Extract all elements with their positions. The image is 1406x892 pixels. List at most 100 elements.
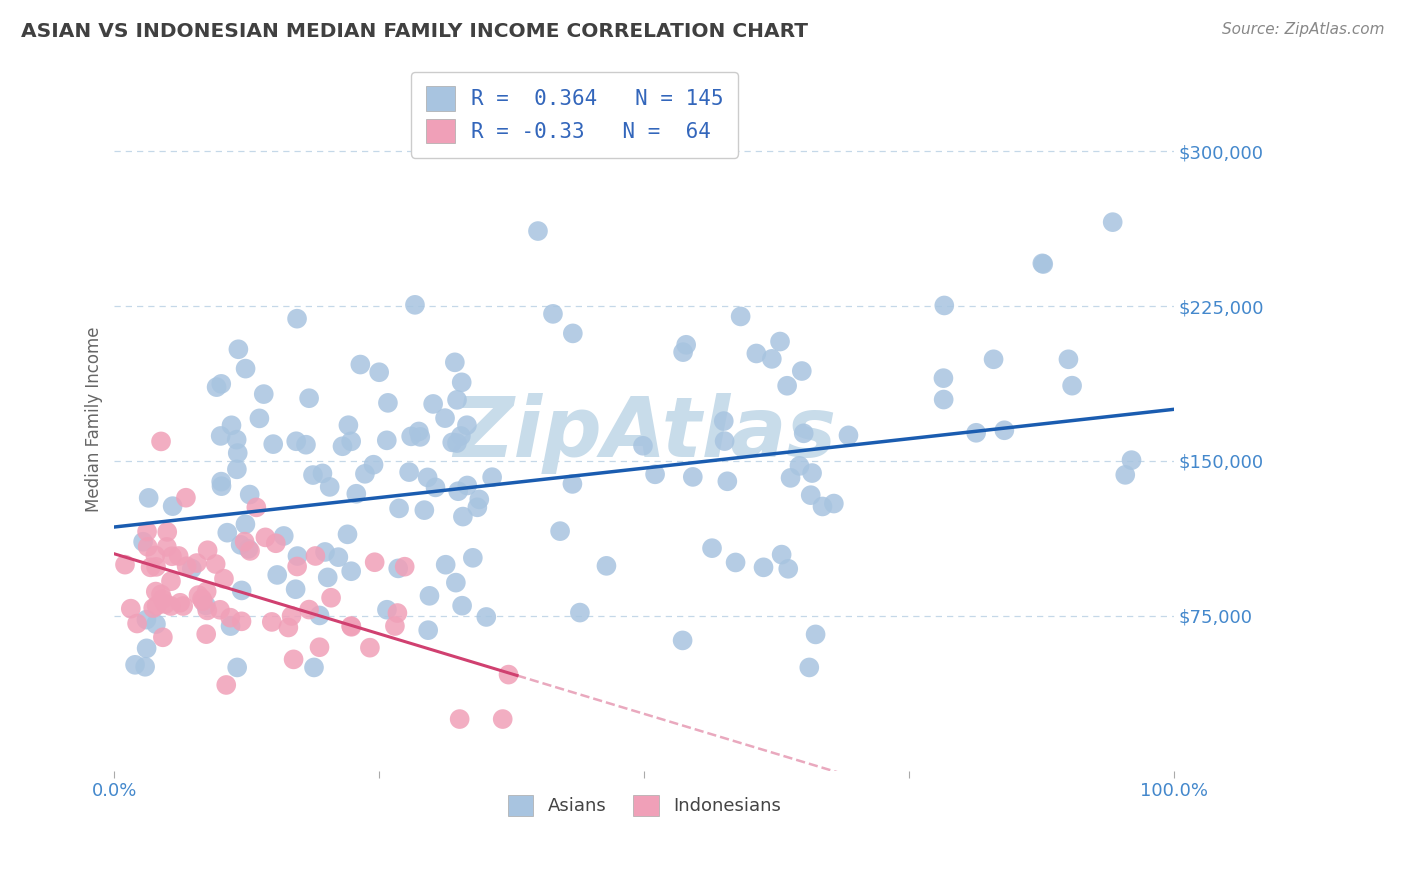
Point [233,534,256,549]
Point [311,467,333,481]
Point [408,425,430,439]
Point [264,536,287,550]
Point [145,560,167,574]
Point [136,540,159,554]
Point [285,559,308,574]
Point [1031,256,1053,270]
Point [225,462,247,476]
Point [283,652,305,666]
Point [239,544,262,558]
Point [167,549,190,563]
Point [434,411,457,425]
Point [983,352,1005,367]
Point [176,559,198,574]
Y-axis label: Median Family Income: Median Family Income [86,326,103,512]
Point [672,345,695,359]
Point [285,311,308,326]
Point [789,458,811,473]
Point [965,425,987,440]
Point [823,497,845,511]
Point [404,298,426,312]
Point [247,411,270,425]
Point [446,436,468,450]
Point [302,468,325,483]
Point [295,438,318,452]
Point [145,584,167,599]
Point [285,434,308,449]
Point [319,591,342,605]
Point [375,434,398,448]
Point [156,524,179,539]
Point [456,418,478,433]
Point [332,439,354,453]
Point [790,364,813,378]
Point [209,429,232,443]
Point [450,429,472,443]
Point [212,572,235,586]
Point [418,589,440,603]
Point [468,492,491,507]
Point [132,534,155,549]
Point [114,558,136,572]
Point [191,594,214,608]
Point [1057,352,1080,367]
Point [932,392,955,407]
Point [349,358,371,372]
Point [354,467,377,481]
Point [340,620,363,634]
Point [195,584,218,599]
Point [186,556,208,570]
Point [375,603,398,617]
Point [150,587,173,601]
Point [752,560,775,574]
Point [238,541,260,556]
Point [231,615,253,629]
Point [226,446,249,460]
Point [314,545,336,559]
Point [254,530,277,544]
Point [770,548,793,562]
Point [340,434,363,449]
Point [145,617,167,632]
Point [143,549,166,563]
Point [221,418,243,433]
Point [150,434,173,449]
Point [363,555,385,569]
Point [172,599,194,613]
Point [152,592,174,607]
Point [191,591,214,606]
Point [142,601,165,615]
Point [388,501,411,516]
Point [316,570,339,584]
Point [134,660,156,674]
Point [682,470,704,484]
Point [450,376,472,390]
Point [204,557,226,571]
Point [180,562,202,576]
Point [194,599,217,613]
Point [160,599,183,613]
Point [208,603,231,617]
Point [302,660,325,674]
Point [136,524,159,539]
Point [280,609,302,624]
Point [561,326,583,341]
Point [745,346,768,360]
Point [932,371,955,385]
Point [253,387,276,401]
Point [318,480,340,494]
Point [195,603,218,617]
Point [308,608,330,623]
Point [298,391,321,405]
Point [363,458,385,472]
Point [215,678,238,692]
Point [568,606,591,620]
Point [1101,215,1123,229]
Point [481,470,503,484]
Point [713,414,735,428]
Point [418,623,440,637]
Point [561,476,583,491]
Point [778,562,800,576]
Point [449,712,471,726]
Point [235,517,257,532]
